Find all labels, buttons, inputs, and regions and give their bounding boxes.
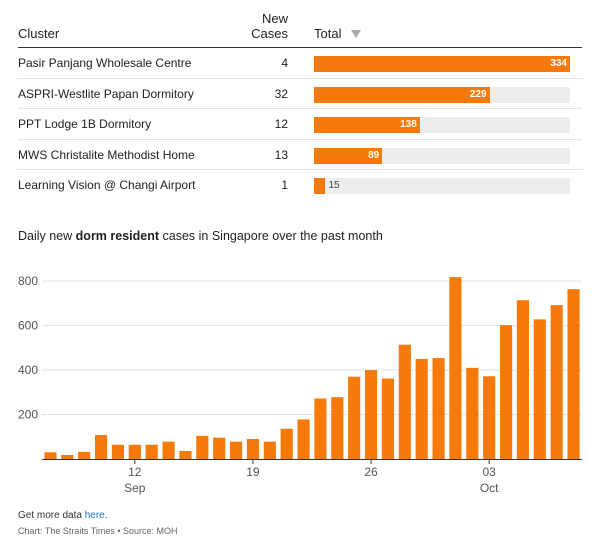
- bar: [364, 370, 378, 459]
- bar: [381, 378, 395, 459]
- total-bar: [314, 178, 326, 194]
- bar: [196, 435, 209, 459]
- bar: [229, 441, 243, 459]
- bar: [449, 277, 462, 459]
- x-month-label: Sep: [124, 481, 146, 495]
- total-bar-track: 229: [314, 86, 570, 103]
- bar: [111, 444, 125, 459]
- get-more-data: Get more data here.: [18, 510, 108, 521]
- bar: [567, 289, 580, 459]
- cell-cluster: ASPRI-Westlite Papan Dormitory: [18, 86, 194, 101]
- x-tick-label: 26: [364, 465, 378, 479]
- x-tick-label: 03: [483, 465, 497, 479]
- bar: [263, 441, 276, 459]
- total-bar: [314, 56, 570, 72]
- chart-title: Daily new dorm resident cases in Singapo…: [18, 229, 383, 243]
- table-row: PPT Lodge 1B Dormitory 12 138: [18, 109, 582, 140]
- sort-descending-icon[interactable]: [351, 30, 362, 38]
- bar: [415, 358, 428, 459]
- header-total[interactable]: Total: [314, 26, 362, 41]
- y-tick-label: 200: [18, 408, 38, 422]
- table-row: Pasir Panjang Wholesale Centre 4 334: [18, 48, 582, 79]
- total-bar-track: 138: [314, 117, 570, 133]
- cell-new-cases: 12: [274, 117, 288, 131]
- get-more-data-link[interactable]: here: [84, 510, 105, 521]
- daily-cases-chart: 200 400 600 800 12 Sep 19 26 03 Oct: [18, 274, 582, 495]
- chart-title-suffix: cases in Singapore over the past month: [159, 229, 383, 243]
- total-bar-track: 334: [314, 56, 570, 72]
- y-tick-label: 800: [18, 274, 38, 288]
- total-bar: [314, 147, 383, 164]
- total-bar-label: 15: [328, 180, 340, 191]
- y-tick-label: 400: [18, 363, 38, 377]
- total-bar-label: 138: [400, 119, 417, 130]
- bar: [246, 438, 260, 459]
- header-new-cases-line1: New: [261, 11, 288, 26]
- bar: [499, 325, 513, 459]
- y-tick-label: 600: [18, 319, 38, 333]
- cell-cluster: Pasir Panjang Wholesale Centre: [18, 56, 192, 70]
- get-more-suffix: .: [104, 510, 108, 521]
- bar: [533, 319, 546, 459]
- x-tick-label: 12: [128, 465, 142, 479]
- cell-cluster: MWS Christalite Methodist Home: [18, 147, 195, 162]
- cell-new-cases: 13: [274, 147, 288, 162]
- bar: [162, 441, 175, 459]
- table-row: ASPRI-Westlite Papan Dormitory 32 229: [18, 79, 582, 109]
- table-row: Learning Vision @ Changi Airport 1 15: [18, 170, 582, 201]
- cluster-table: Cluster New Cases Total Pasir Panjang Wh…: [18, 0, 582, 201]
- bar: [213, 437, 226, 459]
- total-bar: [314, 86, 490, 103]
- bar: [516, 300, 530, 459]
- total-bar-label: 334: [550, 58, 567, 69]
- header-new-cases-line2: Cases: [251, 26, 288, 41]
- bar: [61, 455, 74, 459]
- total-bar-track: 15: [314, 178, 570, 194]
- bar: [466, 367, 479, 459]
- cell-new-cases: 1: [281, 178, 288, 192]
- bar: [128, 444, 141, 459]
- bar: [483, 376, 496, 459]
- chart-title-prefix: Daily new: [18, 229, 76, 243]
- bar: [398, 344, 411, 459]
- table-body: Pasir Panjang Wholesale Centre 4 334 ASPRI-…: [18, 48, 582, 201]
- x-month-label: Oct: [480, 481, 499, 495]
- bar: [44, 452, 57, 459]
- bar: [145, 444, 158, 459]
- cell-new-cases: 32: [274, 86, 288, 101]
- table-header: Cluster New Cases Total: [18, 0, 582, 48]
- bar: [432, 358, 445, 459]
- bar: [94, 434, 108, 459]
- cell-cluster: PPT Lodge 1B Dormitory: [18, 117, 152, 131]
- bar: [314, 398, 327, 459]
- bar: [331, 397, 344, 459]
- total-bar: [314, 117, 420, 133]
- table-row: MWS Christalite Methodist Home 13 89: [18, 140, 582, 170]
- bar: [78, 451, 91, 459]
- header-new-cases[interactable]: New Cases: [251, 11, 288, 41]
- bar: [550, 305, 563, 459]
- header-cluster[interactable]: Cluster: [18, 26, 60, 41]
- get-more-prefix: Get more data: [18, 510, 85, 521]
- total-bar-label: 89: [368, 149, 380, 161]
- x-tick-label: 19: [246, 465, 260, 479]
- cell-cluster: Learning Vision @ Changi Airport: [18, 178, 196, 192]
- bar: [280, 428, 293, 459]
- total-bar-label: 229: [469, 88, 487, 100]
- cell-new-cases: 4: [281, 56, 288, 70]
- total-bar-track: 89: [314, 147, 570, 164]
- chart-title-bold: dorm resident: [75, 229, 160, 243]
- chart-credit: Chart: The Straits Times • Source: MOH: [18, 526, 178, 536]
- bar: [179, 451, 192, 459]
- bar: [297, 419, 310, 459]
- bar: [348, 376, 361, 459]
- header-total-label: Total: [314, 26, 342, 41]
